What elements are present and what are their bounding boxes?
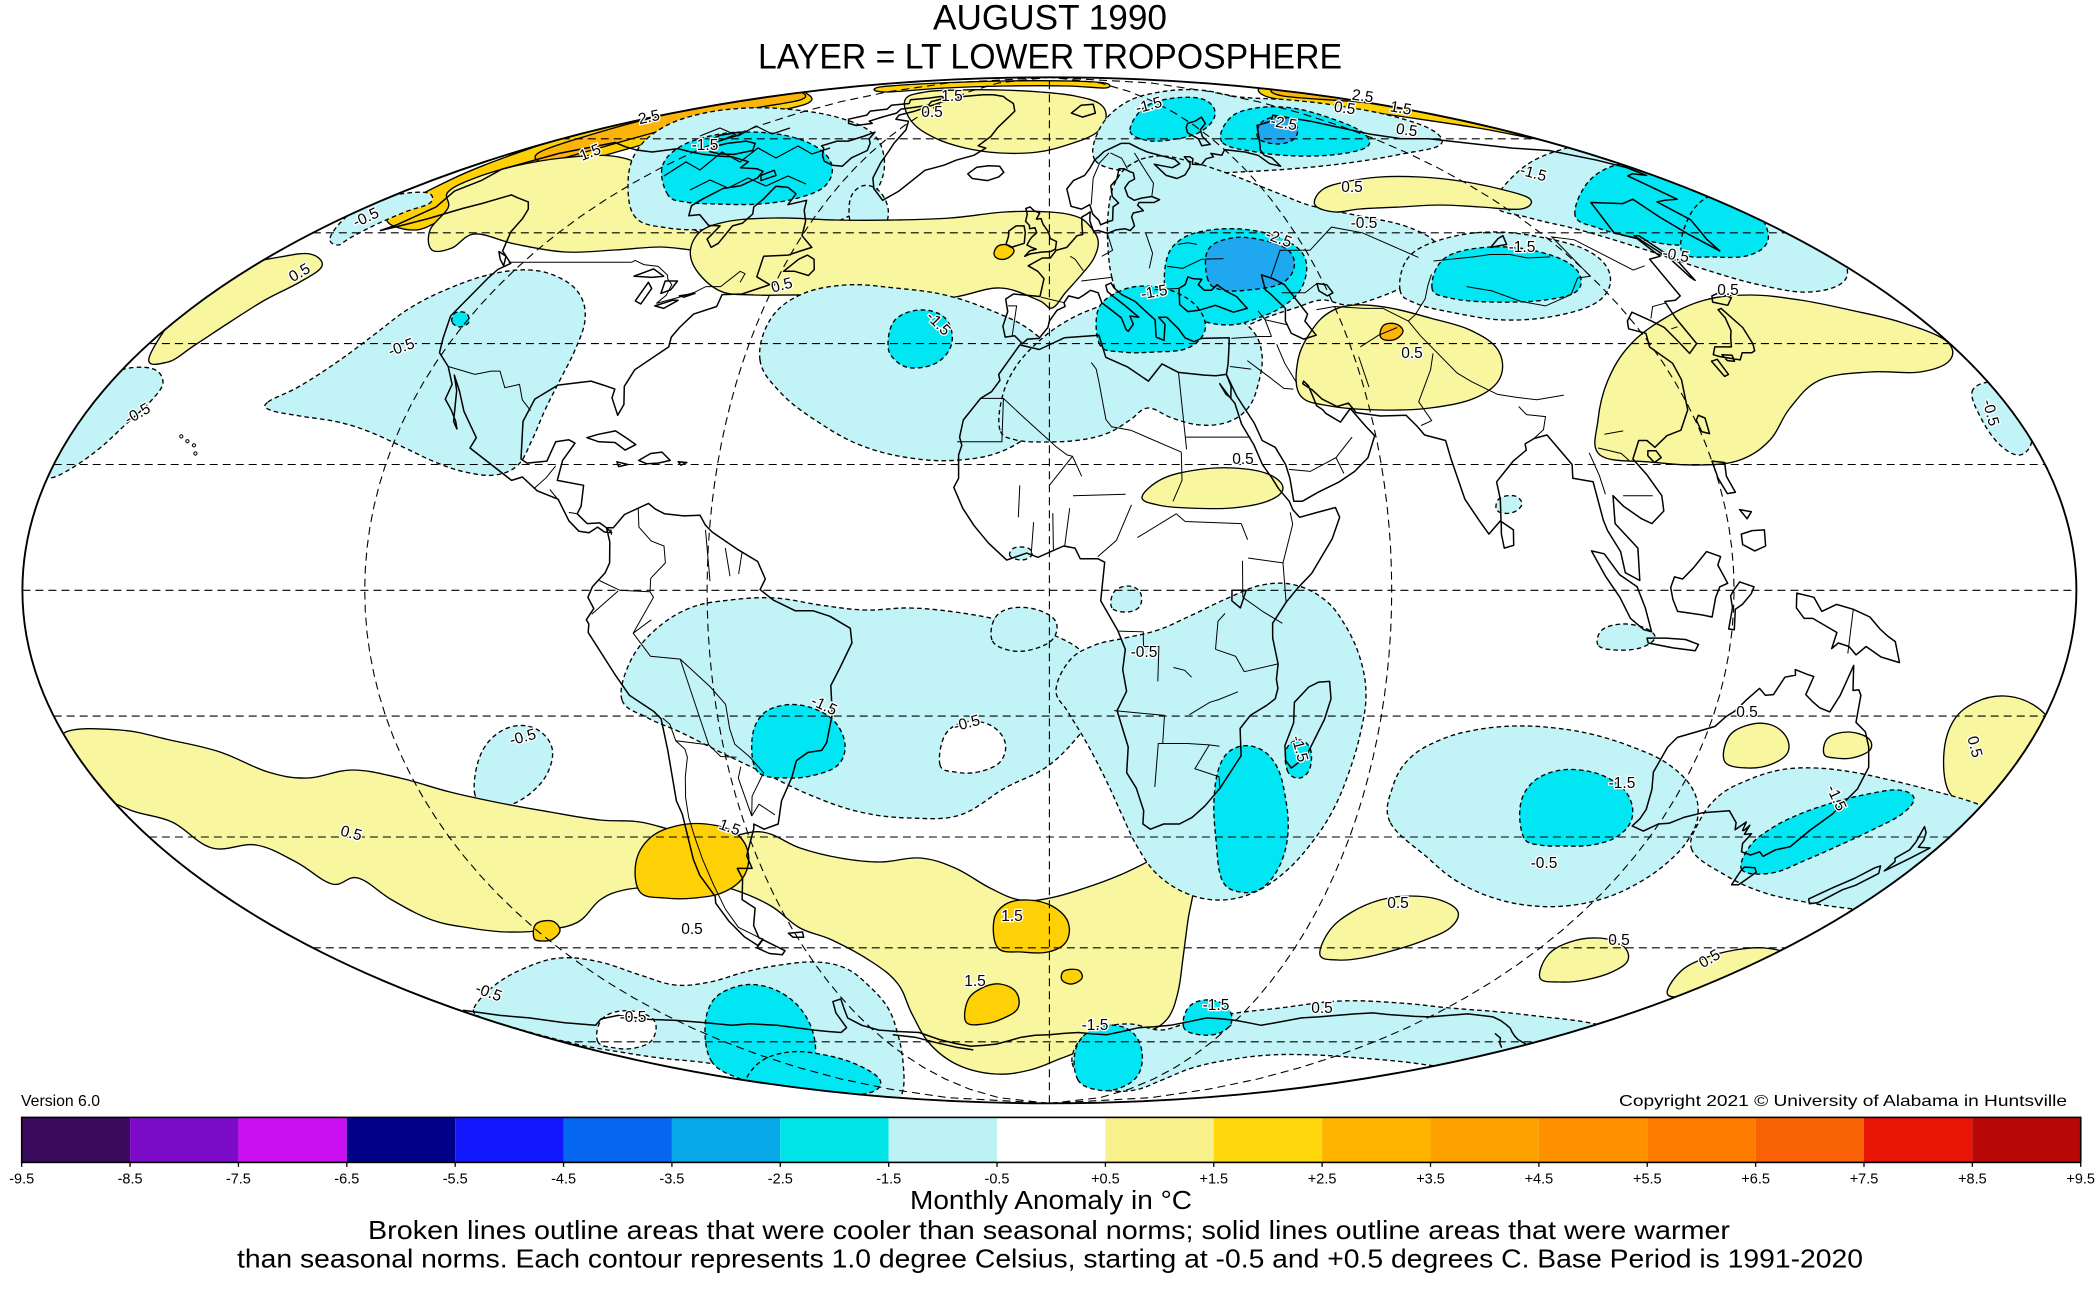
svg-text:Copyright 2021 © University of: Copyright 2021 © University of Alabama i…: [1619, 1093, 2067, 1110]
svg-text:0.5: 0.5: [1717, 282, 1739, 299]
svg-text:Broken lines outline areas tha: Broken lines outline areas that were coo…: [368, 1215, 1730, 1245]
svg-text:-7.5: -7.5: [226, 1172, 251, 1188]
svg-text:2.5: 2.5: [637, 107, 662, 128]
svg-text:-0.5: -0.5: [1531, 855, 1558, 872]
svg-text:+0.5: +0.5: [1091, 1172, 1120, 1188]
svg-text:0.5: 0.5: [1311, 1000, 1333, 1017]
svg-text:1.5: 1.5: [1389, 98, 1413, 118]
svg-text:2.5: 2.5: [1351, 87, 1375, 107]
svg-text:Version 6.0: Version 6.0: [21, 1093, 100, 1110]
svg-text:-3.5: -3.5: [659, 1172, 684, 1188]
svg-text:0.5: 0.5: [1387, 895, 1409, 912]
svg-text:-0.5: -0.5: [1661, 245, 1690, 266]
svg-text:-4.5: -4.5: [551, 1172, 576, 1188]
svg-text:1.5: 1.5: [941, 88, 963, 105]
svg-text:-0.5: -0.5: [985, 1172, 1010, 1188]
svg-text:0.5: 0.5: [1395, 121, 1419, 141]
svg-text:-2.5: -2.5: [768, 1172, 793, 1188]
svg-text:-1.5: -1.5: [1609, 775, 1636, 792]
svg-text:+5.5: +5.5: [1633, 1172, 1662, 1188]
svg-text:+1.5: +1.5: [1199, 1172, 1228, 1188]
svg-text:Monthly Anomaly in °C: Monthly Anomaly in °C: [910, 1187, 1192, 1215]
svg-text:+6.5: +6.5: [1741, 1172, 1770, 1188]
svg-text:0.5: 0.5: [1232, 451, 1254, 468]
svg-text:0.5: 0.5: [1736, 704, 1758, 721]
svg-text:than seasonal norms. Each cont: than seasonal norms. Each contour repres…: [237, 1244, 1863, 1274]
svg-text:-1.5: -1.5: [1203, 997, 1230, 1014]
svg-text:-0.5: -0.5: [1351, 215, 1378, 232]
svg-text:0.5: 0.5: [681, 921, 703, 938]
svg-text:-6.5: -6.5: [334, 1172, 359, 1188]
svg-text:-1.5: -1.5: [1518, 162, 1548, 185]
svg-text:-1.5: -1.5: [1509, 239, 1536, 256]
svg-text:-1.5: -1.5: [1082, 1017, 1109, 1034]
svg-text:0.5: 0.5: [1333, 99, 1357, 119]
svg-text:+4.5: +4.5: [1525, 1172, 1554, 1188]
svg-text:-1.5: -1.5: [692, 137, 719, 154]
svg-text:-2.5: -2.5: [1269, 113, 1298, 134]
svg-text:+8.5: +8.5: [1958, 1172, 1987, 1188]
svg-text:1.5: 1.5: [1001, 908, 1023, 925]
svg-text:-1.5: -1.5: [1140, 282, 1169, 303]
svg-text:+7.5: +7.5: [1850, 1172, 1879, 1188]
svg-text:0.5: 0.5: [921, 104, 943, 121]
svg-text:+2.5: +2.5: [1308, 1172, 1337, 1188]
svg-text:0.5: 0.5: [1401, 345, 1423, 362]
svg-text:+9.5: +9.5: [2066, 1172, 2095, 1188]
svg-text:-0.5: -0.5: [1131, 644, 1158, 661]
svg-text:0.5: 0.5: [1341, 179, 1363, 196]
svg-text:-5.5: -5.5: [443, 1172, 468, 1188]
svg-text:+3.5: +3.5: [1416, 1172, 1445, 1188]
svg-text:AUGUST 1990: AUGUST 1990: [933, 0, 1167, 38]
svg-text:LAYER = LT LOWER TROPOSPHERE: LAYER = LT LOWER TROPOSPHERE: [758, 38, 1342, 77]
svg-text:-1.5: -1.5: [876, 1172, 901, 1188]
svg-text:-9.5: -9.5: [9, 1172, 34, 1188]
svg-text:1.5: 1.5: [964, 973, 986, 990]
svg-text:-0.5: -0.5: [620, 1009, 647, 1026]
svg-text:0.5: 0.5: [1608, 932, 1630, 949]
svg-text:-8.5: -8.5: [118, 1172, 143, 1188]
